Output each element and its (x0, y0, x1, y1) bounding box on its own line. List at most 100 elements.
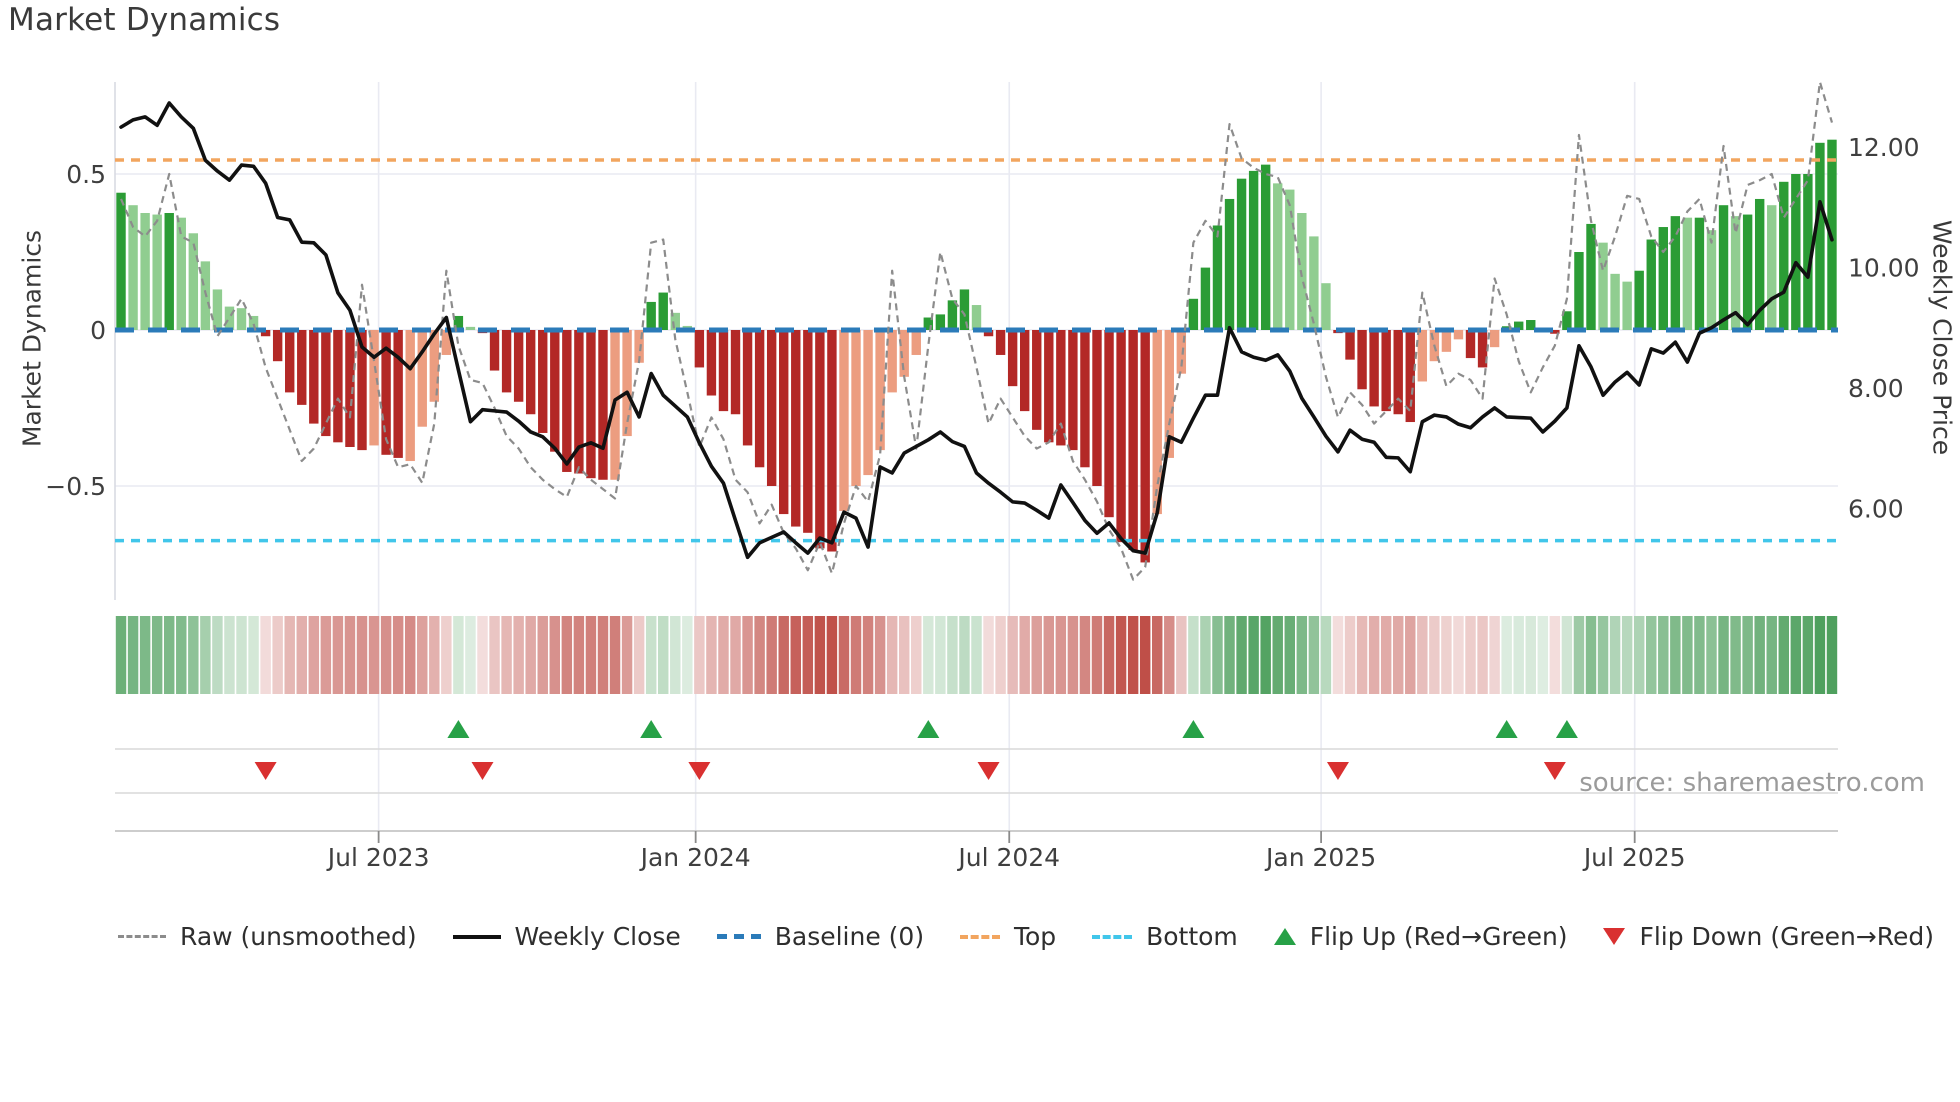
right-axis-tick: 8.00 (1848, 374, 1904, 403)
dynamics-bar (1754, 198, 1765, 330)
heatmap-cell (1489, 616, 1500, 694)
dynamics-bar (875, 330, 885, 451)
dynamics-bar (935, 314, 946, 330)
dynamics-bar (1550, 330, 1560, 334)
heatmap-cell (356, 616, 368, 694)
heatmap-cell (1501, 616, 1512, 694)
dynamics-bar (212, 289, 223, 330)
heatmap-cell (1429, 616, 1440, 694)
dynamics-bar (815, 330, 825, 549)
dynamics-bar (1658, 227, 1668, 330)
heatmap-cell (429, 616, 440, 694)
dynamics-bar (453, 315, 464, 330)
heatmap-cell (730, 616, 741, 694)
dynamics-bar (236, 308, 247, 330)
heatmap-cell (1079, 616, 1091, 694)
heatmap-cell (441, 616, 452, 694)
dynamics-bar (1056, 330, 1066, 446)
heatmap-cell (1380, 616, 1392, 694)
dynamics-bar (1730, 216, 1741, 330)
heatmap-cell (862, 616, 874, 694)
dynamics-bar (1622, 281, 1632, 330)
heatmap-cell (477, 616, 488, 694)
heatmap-cell (1633, 616, 1645, 694)
heatmap-cell (1682, 616, 1693, 694)
left-axis-tick: 0 (90, 316, 106, 345)
heatmap-cell (1453, 616, 1464, 694)
dynamics-bar (128, 205, 138, 330)
dynamics-bar (1357, 330, 1367, 390)
dynamics-bar (1465, 330, 1476, 359)
dynamics-bar (501, 330, 512, 393)
heatmap-cell (790, 616, 801, 694)
heatmap-cell (127, 616, 139, 694)
heatmap-cell (1200, 616, 1211, 694)
dynamics-bar (646, 301, 656, 330)
dynamics-bar (923, 317, 934, 330)
heatmap-cell (1670, 616, 1681, 694)
dynamics-bar (1803, 174, 1813, 330)
dynamics-bar (1514, 321, 1524, 330)
dynamics-bar (574, 330, 584, 474)
legend: Raw (unsmoothed) Weekly Close Baseline (0)… (118, 922, 1934, 951)
heatmap-cell (1176, 616, 1187, 694)
dynamics-bar (634, 330, 644, 363)
heatmap-cell (1115, 616, 1127, 694)
dynamics-bar (333, 330, 343, 443)
dynamics-bar (152, 214, 162, 330)
dynamics-bar (851, 330, 861, 486)
heatmap-cell (1332, 616, 1344, 694)
dynamics-bar (260, 330, 271, 337)
dynamics-bar (718, 330, 729, 412)
heatmap-cell (163, 616, 175, 694)
heatmap-cell (465, 616, 476, 694)
dynamics-bar (1405, 330, 1415, 423)
dynamics-bar (887, 330, 897, 393)
flip-down-marker (1326, 762, 1349, 780)
dynamics-bar (1393, 330, 1403, 415)
dynamics-bar (1007, 330, 1018, 387)
dynamics-bar (803, 330, 813, 533)
dynamics-bar (1140, 330, 1150, 563)
dynamics-bar (1176, 330, 1187, 374)
heatmap-cell (296, 616, 307, 694)
heatmap-cell (1007, 616, 1018, 694)
heatmap-cell (850, 616, 862, 694)
heatmap-cell (742, 616, 753, 694)
dynamics-bar (525, 330, 536, 415)
heatmap-cell (1260, 616, 1271, 694)
heatmap-cell (1248, 616, 1259, 694)
legend-swatch-dash-cyan (1092, 934, 1133, 939)
dynamics-bar (1369, 330, 1379, 407)
heatmap-cell (706, 616, 717, 694)
heatmap-cell (947, 616, 958, 694)
heatmap-cell (609, 616, 621, 694)
heatmap-cell (236, 616, 247, 694)
dynamics-bar (1068, 330, 1078, 451)
flip-up-marker (1555, 720, 1578, 738)
dynamics-bar (285, 330, 295, 393)
heatmap-cell (1525, 616, 1536, 694)
legend-swatch-tri-up-icon (1273, 928, 1296, 945)
heatmap-cell (1103, 616, 1115, 694)
dynamics-bar (1152, 330, 1162, 515)
dynamics-bar (1489, 330, 1500, 348)
dynamics-bar (309, 330, 319, 424)
heatmap-cell (959, 616, 970, 694)
dynamics-bar (1104, 330, 1114, 518)
dynamics-bar (983, 330, 994, 337)
dynamics-bar (1164, 330, 1174, 458)
flip-down-marker (977, 762, 1000, 780)
legend-item-dash-orange: Top (959, 922, 1057, 951)
dynamics-bar (513, 330, 524, 402)
heatmap-cell (971, 616, 982, 694)
legend-label: Top (1013, 922, 1057, 951)
heatmap-cell (1284, 616, 1295, 694)
dynamics-bar (1200, 267, 1211, 330)
heatmap-cell (1356, 616, 1368, 694)
dynamics-bar (947, 300, 958, 330)
heatmap-cell (621, 616, 633, 694)
heatmap-cell (1139, 616, 1151, 694)
heatmap-cell (1368, 616, 1380, 694)
dynamics-bar (1779, 181, 1789, 330)
